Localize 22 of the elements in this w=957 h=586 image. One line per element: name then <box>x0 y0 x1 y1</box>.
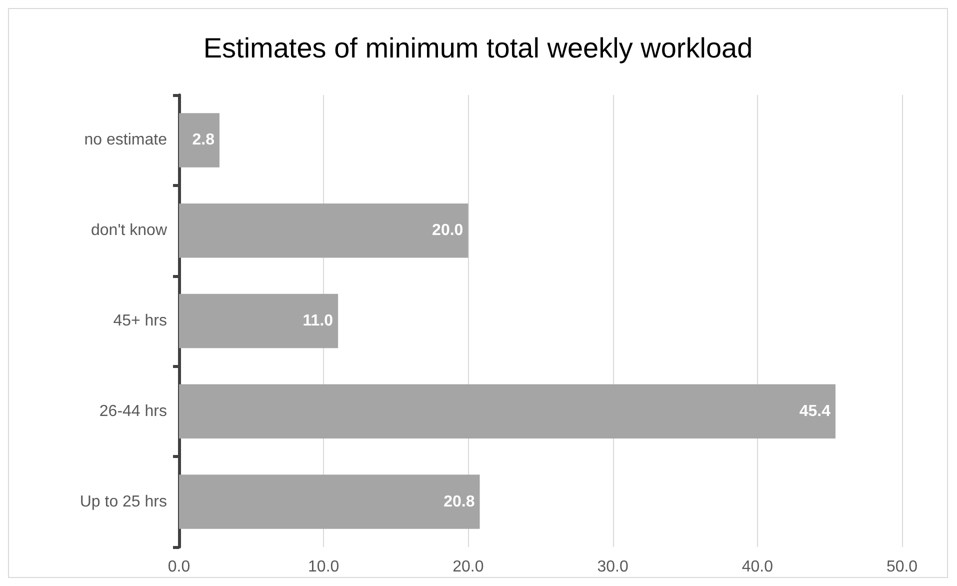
y-tick-label: don't know <box>91 222 168 240</box>
bar <box>179 294 338 348</box>
bar <box>179 203 468 258</box>
bar <box>179 113 220 168</box>
x-tick-label: 30.0 <box>597 558 628 576</box>
data-label: 20.8 <box>444 493 475 510</box>
x-tick-label: 10.0 <box>308 558 340 576</box>
bar <box>179 474 480 529</box>
y-tick-label: Up to 25 hrs <box>80 493 167 510</box>
data-label: 20.0 <box>432 222 464 240</box>
y-tick-label: 45+ hrs <box>113 312 167 330</box>
y-tick-label: no estimate <box>84 132 168 149</box>
chart-title: Estimates of minimum total weekly workload <box>203 32 753 64</box>
x-tick-label: 40.0 <box>742 558 774 576</box>
data-label: 45.4 <box>799 402 831 420</box>
y-tick-label: 26-44 hrs <box>99 402 167 420</box>
data-label: 2.8 <box>192 132 215 149</box>
data-label: 11.0 <box>302 312 334 330</box>
x-tick-label: 0.0 <box>168 558 190 576</box>
bar <box>179 384 836 439</box>
x-tick-label: 20.0 <box>452 558 484 576</box>
x-tick-label: 50.0 <box>886 558 918 576</box>
